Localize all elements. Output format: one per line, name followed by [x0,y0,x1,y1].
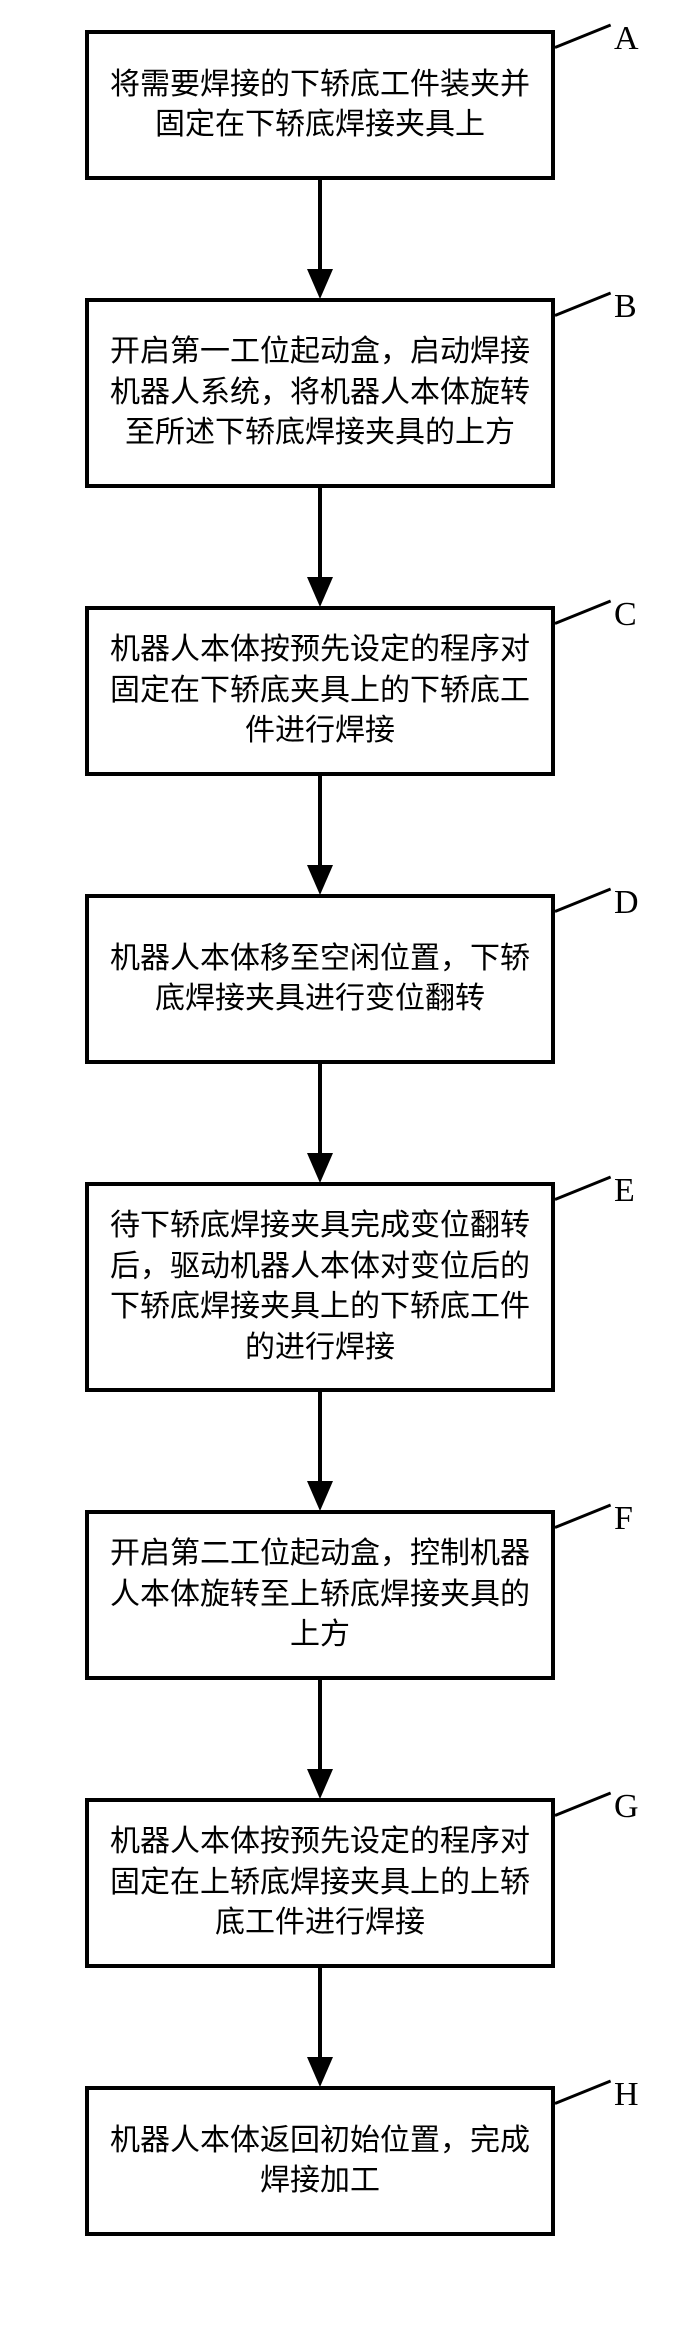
flow-step-text: 待下轿底焊接夹具完成变位翻转后，驱动机器人本体对变位后的下轿底焊接夹具上的下轿底… [107,1206,533,1368]
flow-step-text: 开启第一工位起动盒，启动焊接机器人系统，将机器人本体旋转至所述下轿底焊接夹具的上… [107,332,533,454]
flow-step-text: 机器人本体返回初始位置，完成焊接加工 [107,2121,533,2202]
arrow-head-icon [307,577,333,607]
flow-step-F: 开启第二工位起动盒，控制机器人本体旋转至上轿底焊接夹具的上方F [85,1510,555,1680]
flow-step-text: 机器人本体按预先设定的程序对固定在下轿底夹具上的下轿底工件进行焊接 [107,630,533,752]
arrow-line [318,180,322,272]
flow-step-B: 开启第一工位起动盒，启动焊接机器人系统，将机器人本体旋转至所述下轿底焊接夹具的上… [85,298,555,488]
label-tick [554,24,611,49]
label-tick [554,2080,611,2105]
flow-step-label: B [614,284,637,330]
flow-arrow [85,1392,555,1510]
arrow-line [318,776,322,868]
arrow-line [318,1064,322,1156]
flow-step-G: 机器人本体按预先设定的程序对固定在上轿底焊接夹具上的上轿底工件进行焊接G [85,1798,555,1968]
flow-step-D: 机器人本体移至空闲位置，下轿底焊接夹具进行变位翻转D [85,894,555,1064]
label-tick [554,1792,611,1817]
flow-step-label: E [614,1168,635,1214]
arrow-head-icon [307,1153,333,1183]
label-tick [554,1504,611,1529]
flow-arrow [85,1064,555,1182]
flow-step-label: A [614,16,639,62]
arrow-line [318,1680,322,1772]
arrow-line [318,1392,322,1484]
flow-step-C: 机器人本体按预先设定的程序对固定在下轿底夹具上的下轿底工件进行焊接C [85,606,555,776]
label-tick [554,600,611,625]
flow-step-text: 开启第二工位起动盒，控制机器人本体旋转至上轿底焊接夹具的上方 [107,1534,533,1656]
flow-step-text: 机器人本体按预先设定的程序对固定在上轿底焊接夹具上的上轿底工件进行焊接 [107,1822,533,1944]
arrow-head-icon [307,1481,333,1511]
flow-step-label: F [614,1496,633,1542]
flow-step-H: 机器人本体返回初始位置，完成焊接加工H [85,2086,555,2236]
arrow-line [318,1968,322,2060]
label-tick [554,292,611,317]
flow-arrow [85,776,555,894]
arrow-head-icon [307,865,333,895]
flow-step-E: 待下轿底焊接夹具完成变位翻转后，驱动机器人本体对变位后的下轿底焊接夹具上的下轿底… [85,1182,555,1392]
flowchart-figure: 将需要焊接的下轿底工件装夹并固定在下轿底焊接夹具上A开启第一工位起动盒，启动焊接… [0,0,696,2276]
arrow-head-icon [307,2057,333,2087]
arrow-head-icon [307,269,333,299]
flow-arrow [85,1968,555,2086]
flow-step-A: 将需要焊接的下轿底工件装夹并固定在下轿底焊接夹具上A [85,30,555,180]
flow-arrow [85,1680,555,1798]
label-tick [554,888,611,913]
flow-step-label: C [614,592,637,638]
flow-step-label: D [614,880,639,926]
flow-step-label: G [614,1784,639,1830]
flow-step-label: H [614,2072,639,2118]
label-tick [554,1176,611,1201]
flow-step-text: 机器人本体移至空闲位置，下轿底焊接夹具进行变位翻转 [107,939,533,1020]
flow-step-text: 将需要焊接的下轿底工件装夹并固定在下轿底焊接夹具上 [107,65,533,146]
arrow-line [318,488,322,580]
arrow-head-icon [307,1769,333,1799]
flow-arrow [85,488,555,606]
flow-arrow [85,180,555,298]
